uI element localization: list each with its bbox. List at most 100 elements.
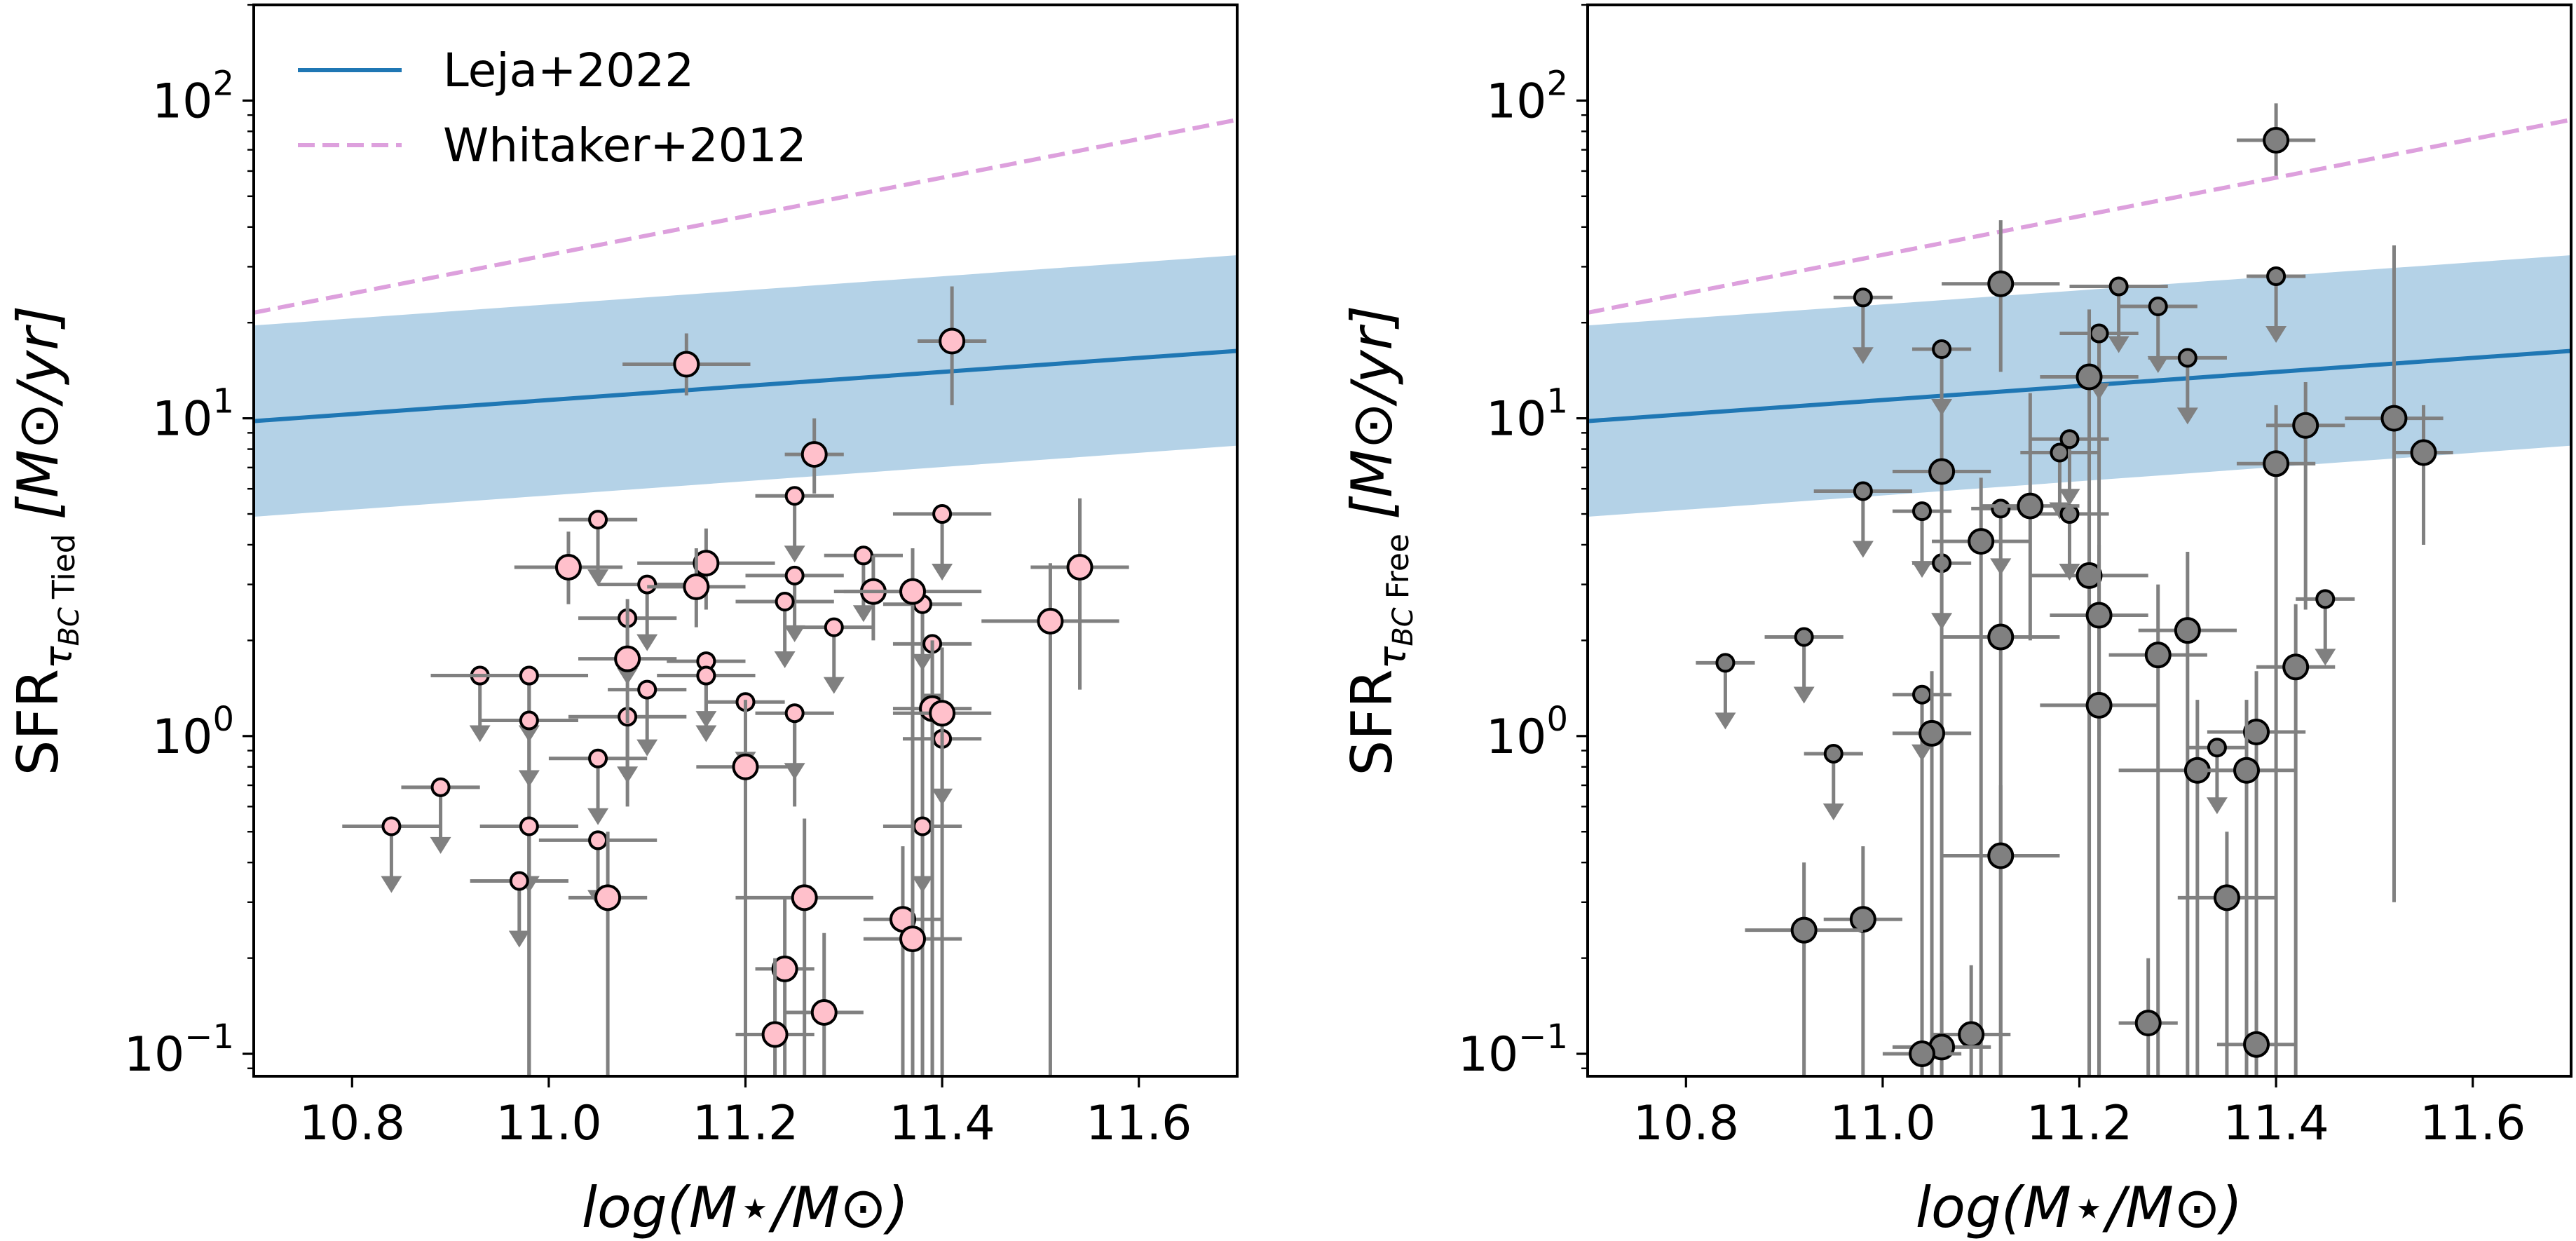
detection-marker — [1066, 553, 1093, 581]
y-tick-exponent: −1 — [184, 1017, 234, 1057]
detection-marker — [2380, 405, 2408, 432]
detection-marker — [1958, 1021, 1985, 1048]
x-tick-label: 11.0 — [496, 1096, 601, 1151]
legend-leja-label: Leja+2022 — [443, 43, 694, 97]
detection-point — [578, 599, 677, 724]
detection-point — [2236, 405, 2316, 1076]
y-tick-exponent: 2 — [212, 64, 234, 103]
y-axis-label-right-sub: τ — [1370, 646, 1415, 669]
upper-limit-arrow-head — [469, 725, 491, 742]
upper-limit-point — [657, 665, 756, 742]
detection-marker — [1968, 528, 1995, 555]
upper-limit-point — [2247, 266, 2306, 343]
detection-marker — [2213, 884, 2240, 911]
y-tick-base: 10 — [124, 1027, 185, 1083]
y-tick-exponent: 0 — [1546, 700, 1568, 739]
upper-limit-arrow-head — [912, 876, 934, 893]
upper-limit-arrow-head — [2108, 336, 2129, 353]
upper-limit-arrow-head — [1822, 803, 1844, 820]
upper-limit-point — [1833, 287, 1893, 365]
upper-limit-point — [2148, 348, 2227, 425]
upper-limit-arrow-head — [1852, 541, 1874, 558]
y-axis-label-right: SFRτBC Free [M⊙/yr] — [1340, 305, 1419, 775]
x-tick-label: 11.4 — [889, 1096, 995, 1151]
upper-limit-arrow-head — [587, 569, 609, 587]
y-tick-label: 101 — [152, 382, 234, 447]
upper-limit-marker — [2108, 276, 2129, 297]
y-axis-label-right-main: SFR — [1340, 669, 1405, 775]
y-tick-exponent: −1 — [1518, 1017, 1568, 1057]
detection-point — [1745, 862, 1863, 1076]
detection-point — [863, 862, 962, 1076]
x-tick-label: 10.8 — [299, 1096, 405, 1151]
y-tick-base: 10 — [152, 74, 213, 129]
y-axis-label-right-subsub: BC — [1387, 607, 1419, 646]
detection-point — [2118, 958, 2178, 1076]
y-tick-label: 102 — [1486, 64, 1568, 129]
detection-marker — [939, 327, 966, 355]
upper-limit-arrow-head — [2147, 356, 2169, 374]
whitaker-line — [1588, 117, 2571, 315]
detection-marker — [2144, 642, 2172, 669]
upper-limit-point — [1813, 481, 1912, 558]
upper-limit-point — [2069, 276, 2168, 353]
upper-limit-arrow-head — [852, 605, 874, 623]
y-tick-label: 10−1 — [1458, 1017, 1568, 1083]
x-axis-label-right: log(M⋆/M⊙) — [1916, 1175, 2242, 1240]
upper-limit-marker — [588, 510, 608, 530]
upper-limit-marker — [824, 617, 844, 637]
upper-limit-marker — [2089, 323, 2109, 344]
upper-limit-point — [342, 816, 441, 893]
upper-limit-point — [755, 486, 834, 563]
x-tick-label: 11.4 — [2223, 1096, 2329, 1151]
upper-limit-marker — [637, 574, 657, 595]
detection-marker — [2263, 127, 2290, 154]
upper-limit-point — [2118, 297, 2197, 374]
detection-marker — [1987, 842, 2015, 869]
upper-limit-point — [892, 504, 992, 581]
upper-limit-arrow-head — [2265, 325, 2287, 343]
upper-limit-arrow-head — [932, 564, 953, 581]
upper-limit-marker — [913, 816, 933, 836]
detection-marker — [554, 553, 582, 581]
upper-limit-arrow-head — [784, 545, 805, 563]
upper-limit-arrow-head — [508, 930, 530, 948]
upper-limit-point — [2187, 738, 2247, 815]
upper-limit-arrow-head — [2059, 564, 2080, 581]
y-axis-label-left-tail: Tied — [46, 534, 82, 599]
detection-point — [2108, 584, 2207, 1076]
y-tick-base: 10 — [1458, 1027, 1519, 1083]
detection-point — [647, 548, 746, 628]
upper-limit-point — [1696, 653, 1755, 730]
detection-point — [892, 647, 992, 1076]
detection-marker — [2134, 1010, 2162, 1037]
detection-marker — [2017, 492, 2044, 520]
detection-marker — [929, 700, 956, 727]
detection-point — [514, 531, 623, 604]
detection-marker — [2076, 363, 2103, 391]
detection-point — [2216, 980, 2296, 1076]
whitaker-line — [254, 117, 1237, 315]
detection-point — [2394, 405, 2453, 545]
detection-point — [2177, 832, 2277, 1076]
detection-point — [1882, 989, 1962, 1076]
upper-limit-marker — [588, 830, 608, 850]
y-axis-label-left: SFRτBC Tied [M⊙/yr] — [6, 306, 86, 776]
x-axis-label-left-text: log(M⋆/M⊙) — [582, 1175, 908, 1240]
y-tick-base: 10 — [152, 710, 213, 765]
detection-marker — [761, 1021, 789, 1048]
detection-point — [1932, 965, 2011, 1076]
upper-limit-arrow-head — [2176, 407, 2198, 425]
y-axis-label-right-tail: Free — [1380, 534, 1416, 599]
upper-limit-point — [745, 565, 844, 642]
upper-limit-marker — [1794, 627, 1814, 647]
detection-point — [784, 933, 864, 1076]
detection-marker — [899, 578, 927, 605]
upper-limit-marker — [775, 592, 795, 612]
y-tick-label: 100 — [1486, 700, 1568, 765]
y-axis-label-left-subsub: BC — [53, 607, 86, 646]
detection-marker — [1987, 270, 2015, 297]
upper-limit-marker — [2059, 429, 2080, 449]
detection-point — [755, 897, 815, 1076]
